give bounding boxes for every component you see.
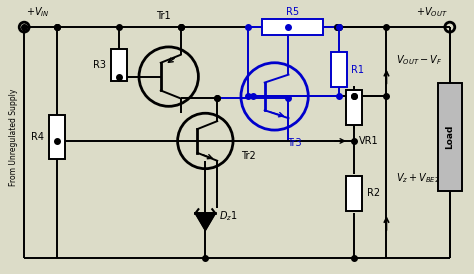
Text: $+V_{OUT}$: $+V_{OUT}$ xyxy=(416,5,448,19)
Text: From Unregulated Supply: From Unregulated Supply xyxy=(9,88,18,186)
Bar xyxy=(262,19,323,35)
Text: R1: R1 xyxy=(351,65,364,75)
Text: R2: R2 xyxy=(367,189,380,198)
Text: Tr3: Tr3 xyxy=(287,138,302,148)
Text: $D_z1$: $D_z1$ xyxy=(219,209,238,223)
Text: Load: Load xyxy=(445,125,454,149)
Text: R5: R5 xyxy=(286,7,299,17)
Polygon shape xyxy=(195,213,215,230)
Text: Tr1: Tr1 xyxy=(156,11,171,21)
Text: VR1: VR1 xyxy=(359,136,378,146)
Bar xyxy=(49,115,65,159)
Text: $V_z+V_{BE2}$: $V_z+V_{BE2}$ xyxy=(396,172,440,185)
Text: $V_{OUT}-V_F$: $V_{OUT}-V_F$ xyxy=(396,53,443,67)
Bar xyxy=(346,90,362,125)
Bar xyxy=(438,82,462,192)
Text: Tr2: Tr2 xyxy=(241,151,255,161)
Text: R4: R4 xyxy=(31,132,44,142)
Text: R3: R3 xyxy=(93,60,106,70)
Bar xyxy=(331,52,347,87)
Bar xyxy=(346,176,362,211)
Text: $+V_{IN}$: $+V_{IN}$ xyxy=(26,5,50,19)
Bar xyxy=(111,49,127,81)
